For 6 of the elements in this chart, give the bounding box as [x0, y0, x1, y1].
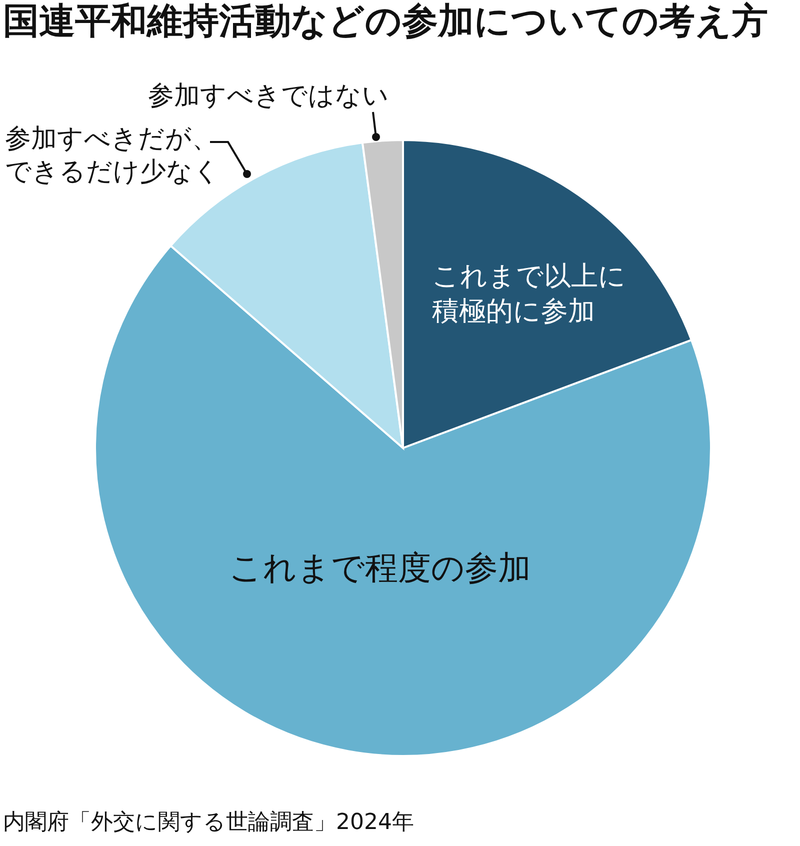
slice-label: 参加すべきではない	[148, 81, 389, 111]
slice-label: これまで以上に積極的に参加	[432, 261, 626, 327]
slice-label: これまで程度の参加	[229, 548, 531, 587]
chart-title: 国連平和維持活動などの参加についての考え方	[3, 0, 768, 44]
text: 内閣府「外交に関する世論調査」2024年	[3, 809, 414, 837]
slice-label: 参加すべきだが、できるだけ少なく	[5, 124, 220, 187]
